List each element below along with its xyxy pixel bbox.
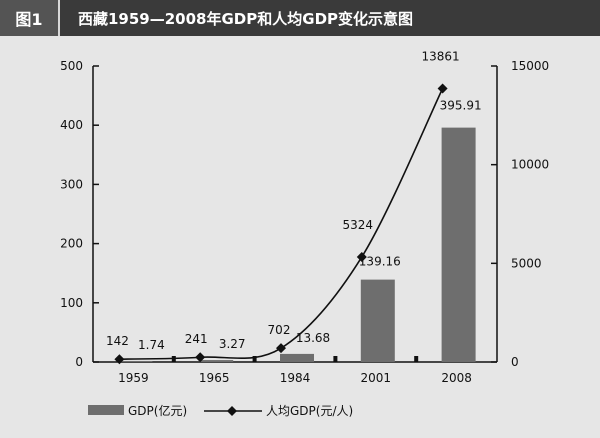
- diamond-marker: [195, 352, 206, 363]
- x-axis-tick-mark: [252, 356, 257, 362]
- gdp-bar: [199, 360, 234, 362]
- gdp-bars: [118, 127, 476, 362]
- right-y-tick-label: 5000: [511, 256, 542, 270]
- legend: GDP(亿元) 人均GDP(元/人): [88, 403, 353, 418]
- per-capita-gdp-label: 5324: [343, 218, 374, 232]
- gdp-label: 139.16: [359, 255, 401, 269]
- gdp-label: 3.27: [219, 337, 246, 351]
- gdp-label: 395.91: [440, 99, 482, 113]
- header-divider: [58, 0, 60, 36]
- left-y-tick-label: 400: [60, 118, 83, 132]
- legend-gdp-label: GDP(亿元): [128, 403, 187, 418]
- per-capita-gdp-curve: [119, 88, 444, 360]
- gdp-bar: [441, 127, 476, 362]
- left-y-tick-label: 200: [60, 237, 83, 251]
- gdp-bar: [280, 353, 314, 362]
- per-capita-gdp-line: [114, 83, 448, 365]
- left-y-tick-label: 100: [60, 296, 83, 310]
- x-tick-label: 1959: [118, 371, 149, 385]
- right-y-tick-label: 0: [511, 355, 519, 369]
- x-tick-label: 1965: [199, 371, 230, 385]
- per-capita-gdp-label: 13861: [422, 49, 460, 63]
- data-labels: 142 241 702 5324 13861 1.74 3.27 13.68 139.16 395…: [106, 49, 482, 351]
- x-axis-tick-mark: [414, 356, 419, 362]
- chart-title: 西藏1959—2008年GDP和人均GDP变化示意图: [78, 9, 414, 28]
- left-y-tick-label: 0: [75, 355, 83, 369]
- per-capita-gdp-label: 702: [268, 323, 291, 337]
- x-tick-label: 2001: [361, 371, 392, 385]
- x-axis-tick-mark: [333, 356, 338, 362]
- diamond-marker: [276, 343, 286, 354]
- gdp-bar: [118, 360, 153, 362]
- diamond-marker: [437, 83, 448, 94]
- legend-bar-swatch: [88, 405, 124, 415]
- left-y-tick-label: 500: [60, 59, 83, 73]
- right-y-tick-label: 10000: [511, 158, 549, 172]
- left-y-tick-label: 300: [60, 177, 83, 191]
- gdp-bar: [360, 279, 395, 362]
- figure-header: 图1 西藏1959—2008年GDP和人均GDP变化示意图: [0, 0, 600, 36]
- diamond-marker: [114, 354, 125, 365]
- x-tick-label: 1984: [280, 371, 311, 385]
- diamond-marker: [356, 251, 367, 262]
- legend-diamond-marker: [227, 406, 237, 416]
- gdp-label: 13.68: [296, 331, 330, 345]
- x-tick-label: 2008: [441, 371, 472, 385]
- gdp-label: 1.74: [138, 338, 165, 352]
- figure-label: 图1: [0, 0, 58, 36]
- per-capita-gdp-label: 241: [185, 332, 208, 346]
- right-y-tick-label: 15000: [511, 59, 549, 73]
- legend-per-capita-label: 人均GDP(元/人): [266, 404, 353, 418]
- per-capita-gdp-label: 142: [106, 334, 129, 348]
